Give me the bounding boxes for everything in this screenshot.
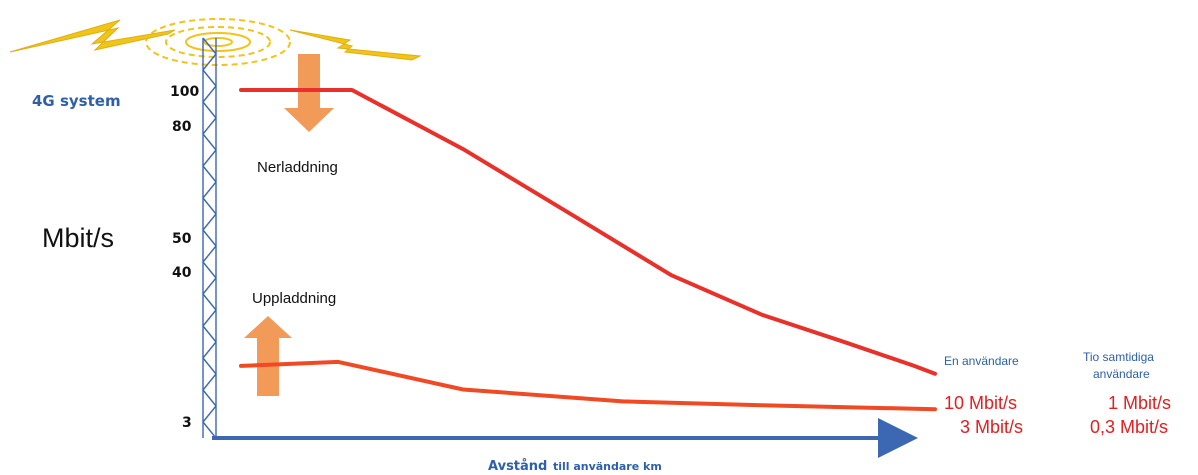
tower-brace: [202, 389, 217, 407]
tower-brace: [202, 197, 217, 215]
download-multi-value: 1 Mbit/s: [1108, 393, 1171, 413]
tower-brace: [202, 85, 217, 103]
tower-brace: [202, 53, 217, 71]
multi-user-header-line2: användare: [1093, 367, 1150, 381]
tower-brace: [202, 405, 217, 423]
system-label: 4G system: [32, 92, 121, 110]
tower-brace: [202, 101, 217, 119]
x-axis-label-main: Avstånd: [488, 459, 547, 474]
tower-brace: [202, 309, 217, 327]
tower-brace: [202, 213, 217, 231]
x-axis-label: Avstånd till användare km: [488, 455, 662, 474]
upload-single-value: 3 Mbit/s: [960, 417, 1023, 437]
y-axis-label: Mbit/s: [42, 223, 114, 253]
download-arrow-icon: [284, 54, 334, 132]
y-tick-40: 40: [172, 265, 192, 281]
tower-brace: [202, 341, 217, 359]
tower-brace: [202, 149, 217, 167]
cell-tower: [202, 37, 217, 439]
y-tick-100: 100: [170, 84, 199, 100]
y-tick-3: 3: [182, 415, 192, 431]
series-label-upload: Uppladdning: [252, 290, 336, 307]
tower-brace: [202, 277, 217, 295]
tower-brace: [202, 261, 217, 279]
tower-brace: [202, 357, 217, 375]
tower-brace: [202, 245, 217, 263]
y-tick-80: 80: [172, 119, 192, 135]
tower-brace: [202, 421, 217, 439]
tower-brace: [202, 181, 217, 199]
tower-brace: [202, 293, 217, 311]
series-label-download: Nerladdning: [257, 159, 338, 176]
multi-user-header-line1: Tio samtidiga: [1083, 350, 1154, 364]
single-user-header: En användare: [944, 354, 1019, 368]
upload-arrow-icon: [244, 316, 292, 396]
tower-brace: [202, 69, 217, 87]
tower-brace: [202, 37, 217, 55]
series-line-download: [239, 88, 937, 376]
tower-brace: [202, 133, 217, 151]
tower-brace: [202, 325, 217, 343]
tower-brace: [202, 229, 217, 247]
upload-multi-value: 0,3 Mbit/s: [1090, 417, 1168, 437]
tower-brace: [202, 117, 217, 135]
x-axis-label-small: till användare km: [553, 460, 662, 473]
download-single-value: 10 Mbit/s: [944, 393, 1017, 413]
series-line-upload: [239, 359, 937, 412]
tower-brace: [202, 165, 217, 183]
signal-lightning-icon: [9, 19, 422, 61]
y-tick-50: 50: [172, 231, 192, 247]
tower-brace: [202, 373, 217, 391]
signal-waves-icon: [145, 18, 291, 66]
